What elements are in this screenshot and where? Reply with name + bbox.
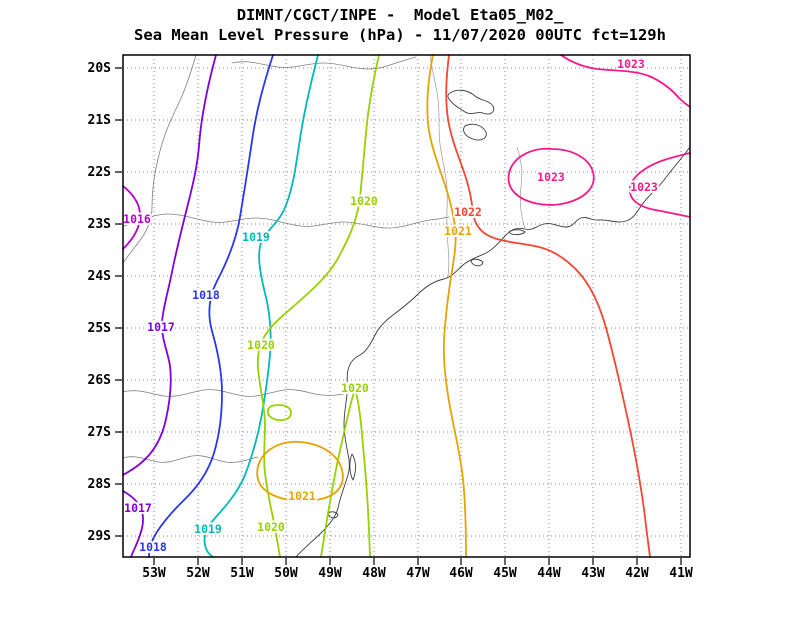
isobar-label-1020: 1020 — [350, 194, 378, 208]
laguna-lagoon — [327, 511, 339, 519]
gridlines-vertical — [153, 55, 682, 557]
lat-label-22s: 22S — [88, 165, 112, 180]
isobar-label-1020: 1020 — [341, 381, 369, 395]
isobar-1023-line-east — [628, 152, 691, 218]
isobar-label-1023: 1023 — [617, 57, 645, 71]
lat-label-29s: 29S — [88, 529, 112, 544]
lon-label-51w: 51W — [230, 566, 254, 581]
isobar-1019-line — [203, 54, 319, 558]
lat-label-26s: 26S — [88, 373, 112, 388]
isobar-1020-closed-cell — [266, 404, 292, 422]
lon-label-41w: 41W — [669, 566, 693, 581]
coastline — [295, 146, 691, 558]
gridlines-horizontal — [123, 67, 690, 537]
furnas-reservoir — [447, 89, 495, 115]
axis-ticks — [115, 67, 682, 565]
florianopolis-island — [349, 453, 356, 481]
isobar-1017-line-southwest — [122, 490, 144, 558]
lon-label-43w: 43W — [581, 566, 605, 581]
isobar-label-1023: 1023 — [537, 170, 565, 184]
ilha-grande-island — [508, 229, 526, 236]
lon-label-48w: 48W — [362, 566, 386, 581]
lat-label-24s: 24S — [88, 269, 112, 284]
isobar-label-1017: 1017 — [147, 320, 175, 334]
lon-label-50w: 50W — [274, 566, 298, 581]
isobar-label-1021: 1021 — [288, 489, 316, 503]
isobar-label-1019: 1019 — [242, 230, 270, 244]
lon-label-42w: 42W — [625, 566, 649, 581]
title-line1: DIMNT/CGCT/INPE - Model Eta05_M02_ — [237, 6, 564, 24]
lat-label-21s: 21S — [88, 113, 112, 128]
titles: DIMNT/CGCT/INPE - Model Eta05_M02_ Sea M… — [134, 6, 666, 44]
lat-ticks — [115, 67, 122, 537]
isobar-1021-closed-cell — [256, 440, 344, 502]
isobar-labels: 1016 1017 1017 1018 1018 1019 1019 1020 … — [121, 55, 660, 556]
isobar-label-1019: 1019 — [194, 522, 222, 536]
isobar-label-1021: 1021 — [444, 224, 472, 238]
isobar-1017-line — [122, 54, 217, 476]
isobar-1020-ridge-line — [320, 388, 371, 558]
uruguai-river — [122, 455, 259, 463]
lon-label-45w: 45W — [493, 566, 517, 581]
isobar-label-1017: 1017 — [124, 501, 152, 515]
isobar-label-1022: 1022 — [454, 205, 482, 219]
lon-label-46w: 46W — [449, 566, 473, 581]
lon-label-52w: 52W — [186, 566, 210, 581]
isobar-1023-closed-cell — [507, 147, 595, 206]
isobar-label-1020: 1020 — [247, 338, 275, 352]
isobar-1018-line — [148, 54, 274, 558]
isobar-1023-line-north — [560, 54, 691, 108]
tiete-paranapanema-river — [122, 213, 450, 229]
lon-label-53w: 53W — [142, 566, 166, 581]
reservoir-lake — [463, 123, 487, 141]
title-line2: Sea Mean Level Pressure (hPa) - 11/07/20… — [134, 26, 666, 44]
state-border-sp-mg — [429, 54, 450, 277]
isobar-label-1023: 1023 — [630, 180, 658, 194]
lon-label-44w: 44W — [537, 566, 561, 581]
gridlines — [123, 55, 690, 557]
lon-ticks — [153, 558, 682, 565]
isobar-1020-line — [256, 54, 380, 558]
lat-label-28s: 28S — [88, 477, 112, 492]
isobar-1022-line — [445, 54, 651, 558]
isobar-1021-line — [426, 54, 467, 558]
parana-river — [122, 54, 197, 264]
lat-label-20s: 20S — [88, 61, 112, 76]
lat-label-27s: 27S — [88, 425, 112, 440]
sao-sebastiao-island — [470, 258, 484, 267]
lat-label-25s: 25S — [88, 321, 112, 336]
isobar-1016-line — [122, 185, 141, 250]
axis-labels: 20S 21S 22S 23S 24S 25S 26S 27S 28S 29S … — [88, 61, 693, 581]
lon-label-47w: 47W — [406, 566, 430, 581]
iguacu-river — [122, 389, 348, 397]
isobar-label-1020: 1020 — [257, 520, 285, 534]
grande-river — [231, 56, 417, 70]
lon-label-49w: 49W — [318, 566, 342, 581]
isobar-label-1018: 1018 — [139, 540, 167, 554]
lat-label-23s: 23S — [88, 217, 112, 232]
geography — [122, 54, 691, 558]
isobar-label-1018: 1018 — [192, 288, 220, 302]
isobars — [122, 54, 691, 558]
plot-frame — [122, 54, 691, 558]
isobar-label-1016: 1016 — [123, 212, 151, 226]
